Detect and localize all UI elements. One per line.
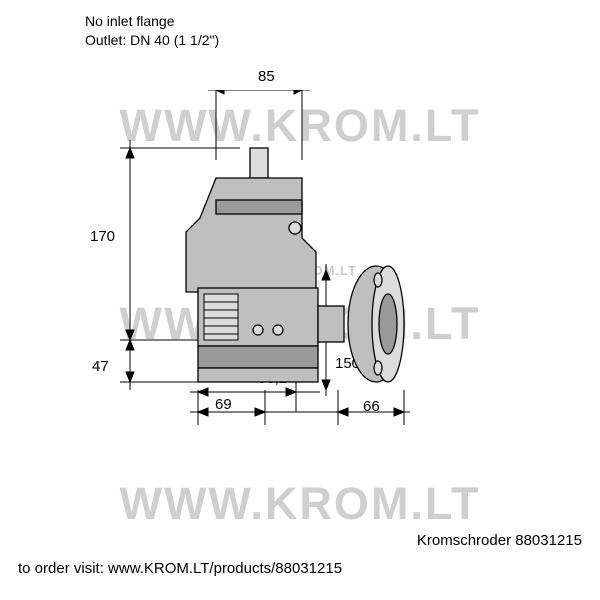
order-line: to order visit: www.KROM.LT/products/880…: [18, 560, 342, 577]
part-number: 88031215: [515, 532, 582, 549]
brand-name: Kromschroder: [417, 532, 511, 549]
spec-line-1: No inlet flange: [85, 12, 219, 31]
spec-block: No inlet flange Outlet: DN 40 (1 1/2"): [85, 12, 219, 50]
dim-top-width: 85: [258, 68, 275, 85]
spec-line-2: Outlet: DN 40 (1 1/2"): [85, 31, 219, 50]
valve-drawing: [90, 90, 510, 510]
brand-line: Kromschroder 88031215: [417, 532, 582, 549]
order-link[interactable]: www.KROM.LT/products/88031215: [108, 560, 342, 577]
page-root: No inlet flange Outlet: DN 40 (1 1/2") W…: [0, 0, 600, 600]
order-prefix: to order visit:: [18, 560, 108, 577]
